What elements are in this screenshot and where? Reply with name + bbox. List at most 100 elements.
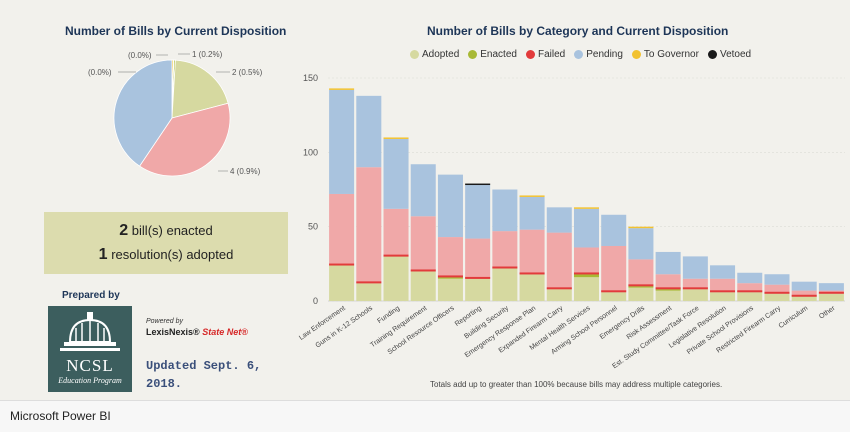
bar-segment-enacted[interactable] (437, 277, 463, 279)
pie-slice-adopted[interactable] (171, 59, 229, 119)
bar-segment-adopted[interactable] (329, 265, 355, 301)
bar-segment-failed[interactable] (546, 232, 572, 290)
legend-item-pending[interactable]: Pending (574, 49, 623, 60)
failed-marker (682, 287, 708, 290)
bar-segment-adopted[interactable] (737, 292, 763, 301)
bar-segment-pending[interactable] (737, 272, 763, 284)
bar-segment-to-governor[interactable] (628, 226, 654, 229)
adopted-text: resolution(s) adopted (111, 247, 234, 262)
failed-marker (818, 291, 844, 294)
bar-segment-adopted[interactable] (410, 271, 436, 301)
ncsl-subtitle: Education Program (58, 376, 122, 385)
bar-segment-pending[interactable] (492, 189, 518, 232)
bar-segment-failed[interactable] (356, 167, 382, 284)
bar-segment-pending[interactable] (764, 274, 790, 285)
failed-marker (383, 254, 409, 257)
bar-segment-to-governor[interactable] (519, 195, 545, 197)
bar-segment-failed[interactable] (465, 238, 491, 279)
bar-segment-pending[interactable] (465, 185, 491, 239)
bar-segment-pending[interactable] (519, 196, 545, 230)
bar-segment-adopted[interactable] (437, 278, 463, 301)
y-tick-label: 100 (303, 147, 318, 157)
bar-segment-adopted[interactable] (546, 289, 572, 301)
bar-segment-pending[interactable] (818, 283, 844, 291)
legend-item-vetoed[interactable]: Vetoed (707, 49, 751, 60)
status-bar: Microsoft Power BI (0, 400, 850, 432)
legend-label: To Governor (643, 49, 699, 60)
bar-segment-pending[interactable] (710, 265, 736, 279)
pie-slice-failed[interactable] (139, 102, 231, 177)
bar-segment-pending[interactable] (329, 89, 355, 194)
bar-segment-enacted[interactable] (628, 286, 654, 288)
bar-segment-adopted[interactable] (465, 278, 491, 301)
bar-segment-pending[interactable] (791, 281, 817, 291)
legend-item-failed[interactable]: Failed (525, 49, 565, 60)
ncsl-name: NCSL (66, 356, 114, 375)
bar-segment-vetoed[interactable] (465, 183, 491, 186)
bar-segment-pending[interactable] (437, 174, 463, 238)
bar-segment-pending[interactable] (628, 228, 654, 260)
bar-segment-pending[interactable] (356, 95, 382, 168)
bar-segment-pending[interactable] (546, 207, 572, 233)
bar-segment-failed[interactable] (601, 245, 627, 293)
bar-segment-failed[interactable] (492, 231, 518, 269)
failed-marker (737, 290, 763, 293)
bar-segment-failed[interactable] (682, 278, 708, 290)
bar-segment-pending[interactable] (573, 208, 600, 248)
bar-segment-adopted[interactable] (682, 289, 708, 301)
bar-segment-to-governor[interactable] (329, 88, 355, 90)
bar-segment-failed[interactable] (329, 193, 355, 266)
bar-segment-adopted[interactable] (601, 292, 627, 301)
bar-segment-pending[interactable] (410, 164, 436, 217)
bar-segment-failed[interactable] (655, 274, 681, 290)
bar-segment-adopted[interactable] (628, 287, 654, 301)
bar-segment-adopted[interactable] (655, 290, 681, 301)
bar-segment-adopted[interactable] (764, 293, 790, 301)
pie-chart[interactable]: (0.0%) (0.0%) 1 (0.2%) 2 (0.5%) 4 (0.9%) (40, 40, 290, 200)
bar-segment-adopted[interactable] (492, 268, 518, 301)
bar-segment-enacted[interactable] (573, 274, 600, 278)
adopted-line: 1 resolution(s) adopted (44, 246, 288, 264)
bar-segment-failed[interactable] (628, 259, 654, 287)
failed-marker (546, 287, 572, 290)
bar-segment-enacted[interactable] (655, 289, 681, 291)
enacted-text: bill(s) enacted (131, 223, 213, 238)
bar-segment-failed[interactable] (737, 283, 763, 293)
bar-segment-failed[interactable] (791, 290, 817, 297)
app-name[interactable]: Microsoft Power BI (10, 409, 111, 423)
pie-title: Number of Bills by Current Disposition (65, 24, 287, 38)
bar-segment-failed[interactable] (710, 278, 736, 293)
bar-segment-pending[interactable] (601, 214, 627, 246)
legend-label: Adopted (422, 49, 460, 60)
pie-data-label: (0.0%) (128, 51, 152, 60)
pie-data-label: 1 (0.2%) (192, 50, 223, 59)
legend-item-to-governor[interactable]: To Governor (631, 49, 699, 60)
bar-segment-pending[interactable] (383, 138, 409, 209)
bar-segment-pending[interactable] (655, 251, 681, 275)
failed-marker (492, 266, 518, 269)
bar-segment-to-governor[interactable] (383, 137, 409, 139)
legend-item-enacted[interactable]: Enacted (468, 49, 517, 60)
bar-segment-failed[interactable] (573, 247, 600, 275)
bar-segment-adopted[interactable] (519, 274, 545, 301)
adopted-count: 1 (98, 246, 108, 263)
bar-segment-adopted[interactable] (356, 283, 382, 301)
enacted-line: 2 bill(s) enacted (44, 222, 288, 240)
pie-slice-pending[interactable] (113, 59, 173, 167)
bar-segment-adopted[interactable] (818, 293, 844, 301)
bar-segment-to-governor[interactable] (573, 207, 600, 209)
legend-item-adopted[interactable]: Adopted (410, 49, 459, 60)
bar-segment-failed[interactable] (410, 216, 436, 272)
bar-segment-pending[interactable] (682, 256, 708, 279)
bar-segment-adopted[interactable] (791, 296, 817, 301)
bar-segment-adopted[interactable] (573, 277, 600, 301)
bar-segment-failed[interactable] (437, 237, 463, 278)
bar-segment-adopted[interactable] (383, 256, 409, 301)
failed-marker (437, 275, 463, 278)
bar-segment-failed[interactable] (764, 284, 790, 294)
bar-segment-failed[interactable] (519, 229, 545, 275)
legend-label: Pending (586, 49, 623, 60)
bar-segment-failed[interactable] (383, 208, 409, 257)
bar-segment-adopted[interactable] (710, 292, 736, 301)
